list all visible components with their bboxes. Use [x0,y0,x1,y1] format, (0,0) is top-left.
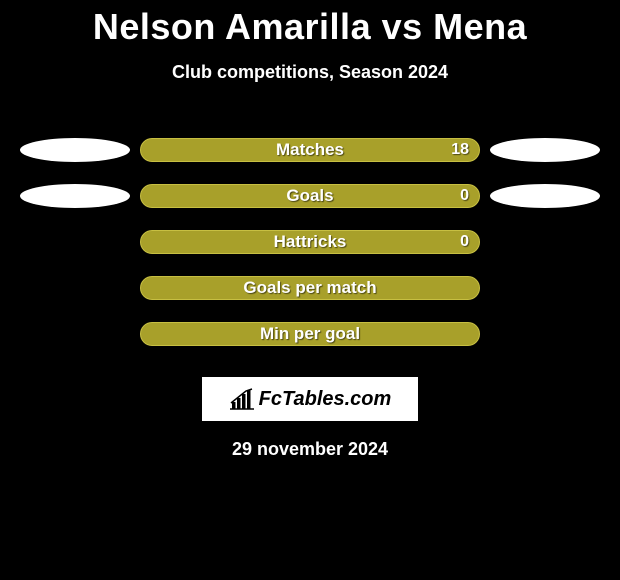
logo-box: FcTables.com [202,377,418,421]
stats-rows: Matches 18 Goals 0 Hattricks 0 Goals per… [0,127,620,357]
date-label: 29 november 2024 [0,439,620,460]
stat-bar: Matches 18 [140,138,480,162]
logo-text: FcTables.com [259,388,392,411]
bar-chart-icon [229,388,255,410]
stat-label: Min per goal [260,324,360,344]
stat-row: Min per goal [0,311,620,357]
stat-bar: Goals per match [140,276,480,300]
page-title: Nelson Amarilla vs Mena [0,0,620,48]
left-ellipse [20,138,130,162]
right-ellipse [490,138,600,162]
stat-label: Goals [286,186,333,206]
stat-bar: Min per goal [140,322,480,346]
right-ellipse [490,184,600,208]
stat-value: 0 [460,233,469,251]
stat-label: Hattricks [274,232,347,252]
stat-row: Matches 18 [0,127,620,173]
stat-row: Goals per match [0,265,620,311]
stat-value: 18 [451,141,469,159]
stat-row: Goals 0 [0,173,620,219]
stat-row: Hattricks 0 [0,219,620,265]
subtitle: Club competitions, Season 2024 [0,62,620,83]
stat-bar: Hattricks 0 [140,230,480,254]
left-ellipse [20,184,130,208]
stat-label: Matches [276,140,344,160]
stat-value: 0 [460,187,469,205]
stat-bar: Goals 0 [140,184,480,208]
stat-label: Goals per match [243,278,376,298]
